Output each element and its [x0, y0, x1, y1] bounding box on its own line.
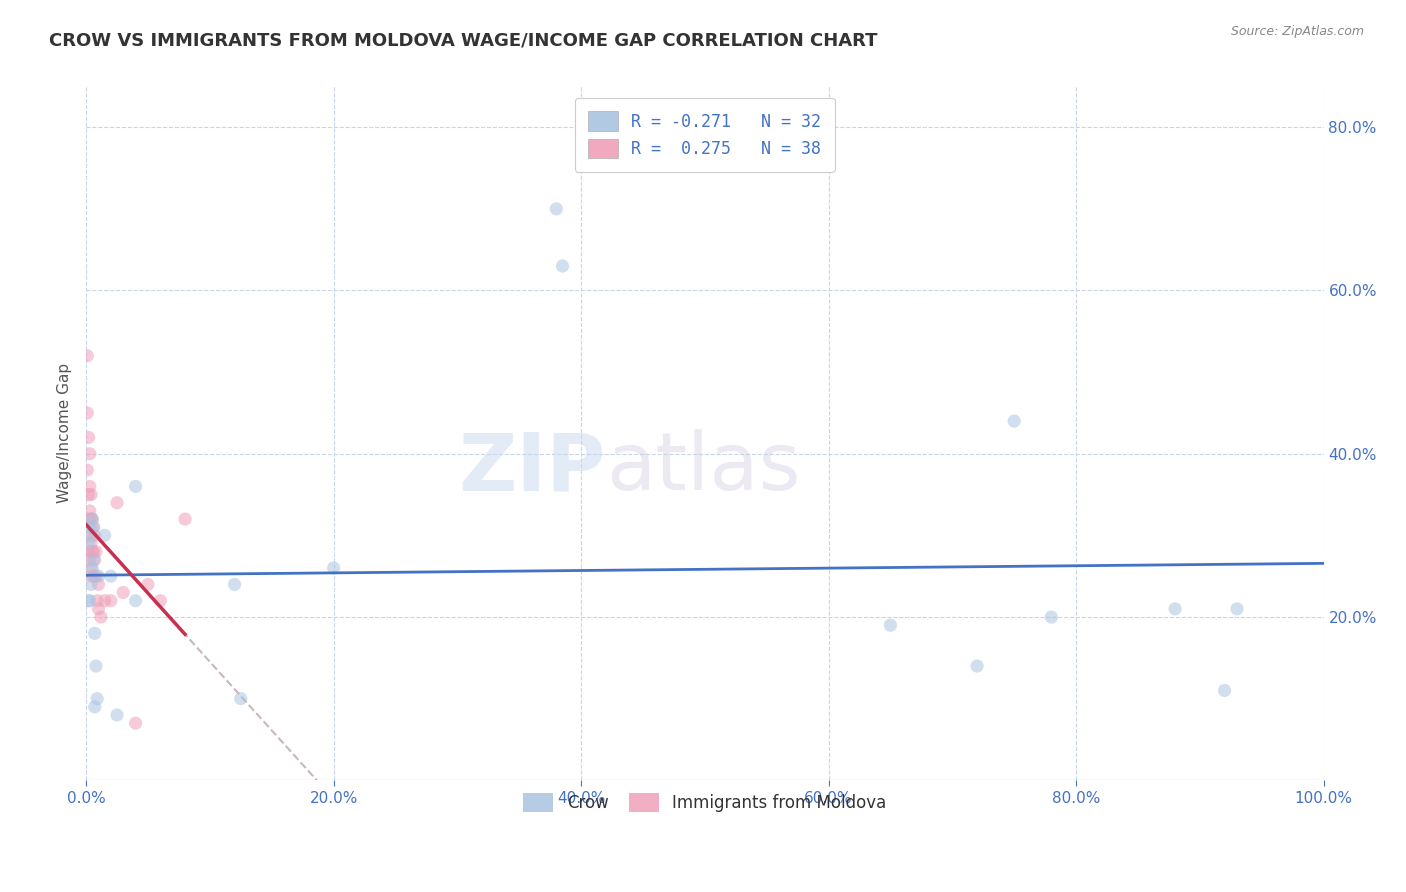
- Point: [82, 553, 104, 567]
- Point: [124, 716, 146, 731]
- Point: [77, 512, 100, 526]
- Point: [84, 545, 107, 559]
- Point: [82, 545, 104, 559]
- Point: [80, 561, 103, 575]
- Point: [82, 512, 104, 526]
- Point: [80, 536, 103, 550]
- Point: [136, 577, 159, 591]
- Point: [77, 536, 100, 550]
- Point: [1040, 610, 1063, 624]
- Point: [546, 202, 568, 216]
- Text: Source: ZipAtlas.com: Source: ZipAtlas.com: [1230, 25, 1364, 38]
- Point: [86, 691, 108, 706]
- Point: [93, 593, 115, 607]
- Point: [82, 561, 104, 575]
- Point: [879, 618, 901, 632]
- Point: [124, 479, 146, 493]
- Point: [82, 512, 104, 526]
- Point: [174, 512, 197, 526]
- Point: [105, 708, 128, 723]
- Point: [90, 610, 112, 624]
- Point: [77, 593, 100, 607]
- Point: [82, 569, 104, 583]
- Point: [76, 406, 98, 420]
- Point: [100, 569, 122, 583]
- Point: [76, 463, 98, 477]
- Text: CROW VS IMMIGRANTS FROM MOLDOVA WAGE/INCOME GAP CORRELATION CHART: CROW VS IMMIGRANTS FROM MOLDOVA WAGE/INC…: [49, 31, 877, 49]
- Point: [83, 528, 105, 542]
- Point: [79, 593, 101, 607]
- Point: [93, 528, 115, 542]
- Point: [149, 593, 172, 607]
- Point: [82, 545, 104, 559]
- Y-axis label: Wage/Income Gap: Wage/Income Gap: [58, 363, 72, 503]
- Point: [112, 585, 135, 599]
- Point: [322, 561, 344, 575]
- Point: [229, 691, 252, 706]
- Text: atlas: atlas: [606, 429, 800, 507]
- Point: [76, 349, 98, 363]
- Point: [100, 593, 122, 607]
- Point: [86, 593, 108, 607]
- Point: [105, 496, 128, 510]
- Point: [82, 569, 104, 583]
- Text: ZIP: ZIP: [458, 429, 606, 507]
- Point: [1002, 414, 1025, 428]
- Point: [224, 577, 246, 591]
- Point: [83, 553, 105, 567]
- Point: [82, 520, 104, 534]
- Point: [77, 487, 100, 501]
- Point: [551, 259, 574, 273]
- Point: [87, 569, 110, 583]
- Point: [1213, 683, 1236, 698]
- Point: [82, 520, 104, 534]
- Point: [84, 569, 107, 583]
- Point: [80, 487, 103, 501]
- Point: [1226, 602, 1249, 616]
- Point: [80, 577, 103, 591]
- Point: [79, 447, 101, 461]
- Point: [79, 504, 101, 518]
- Point: [79, 553, 101, 567]
- Point: [77, 545, 100, 559]
- Point: [79, 528, 101, 542]
- Point: [80, 528, 103, 542]
- Point: [80, 512, 103, 526]
- Point: [124, 593, 146, 607]
- Point: [84, 659, 107, 673]
- Point: [79, 479, 101, 493]
- Point: [83, 626, 105, 640]
- Point: [77, 430, 100, 444]
- Point: [79, 520, 101, 534]
- Point: [83, 699, 105, 714]
- Legend: Crow, Immigrants from Moldova: Crow, Immigrants from Moldova: [512, 781, 898, 824]
- Point: [966, 659, 988, 673]
- Point: [87, 577, 110, 591]
- Point: [87, 602, 110, 616]
- Point: [1164, 602, 1187, 616]
